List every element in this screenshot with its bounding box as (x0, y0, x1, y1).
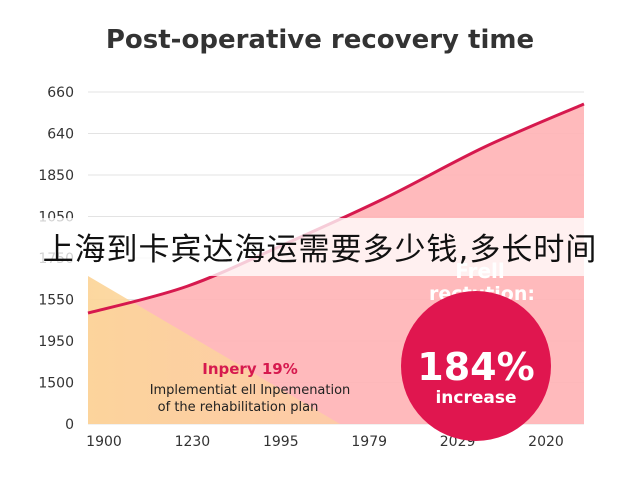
x-axis-ticks: 1900 1230 1995 1979 2029 2020 (86, 434, 564, 450)
x-tick-label: 1979 (351, 434, 387, 450)
x-tick-label: 1900 (86, 434, 122, 450)
x-tick-label: 2020 (528, 434, 564, 450)
y-tick-label: 1550 (38, 293, 74, 309)
x-tick-label: 1230 (175, 434, 211, 450)
left-area-title: Inpery 19% (202, 360, 297, 378)
chart-title: Post-operative recovery time (106, 25, 534, 55)
y-tick-label: 1950 (38, 334, 74, 350)
left-area-fill (88, 276, 340, 424)
y-tick-label: 0 (65, 417, 74, 433)
left-area-line2: of the rehabilitation plan (158, 400, 319, 415)
y-tick-label: 660 (47, 85, 74, 101)
increase-circle (401, 291, 551, 441)
left-area-line1: Implementiat ell Inpemenation (150, 383, 351, 398)
y-tick-label: 640 (47, 127, 74, 143)
circle-label: increase (435, 388, 516, 408)
y-axis-ticks: 6606401850105017501550195015000 (38, 85, 74, 433)
y-tick-label: 1850 (38, 168, 74, 184)
overlay-banner-text: 上海到卡宾达海运需要多少钱,多长时间 (42, 232, 598, 268)
overlay-banner (0, 218, 640, 276)
x-tick-label: 1995 (263, 434, 299, 450)
circle-value: 184% (417, 345, 534, 389)
y-tick-label: 1500 (38, 376, 74, 392)
